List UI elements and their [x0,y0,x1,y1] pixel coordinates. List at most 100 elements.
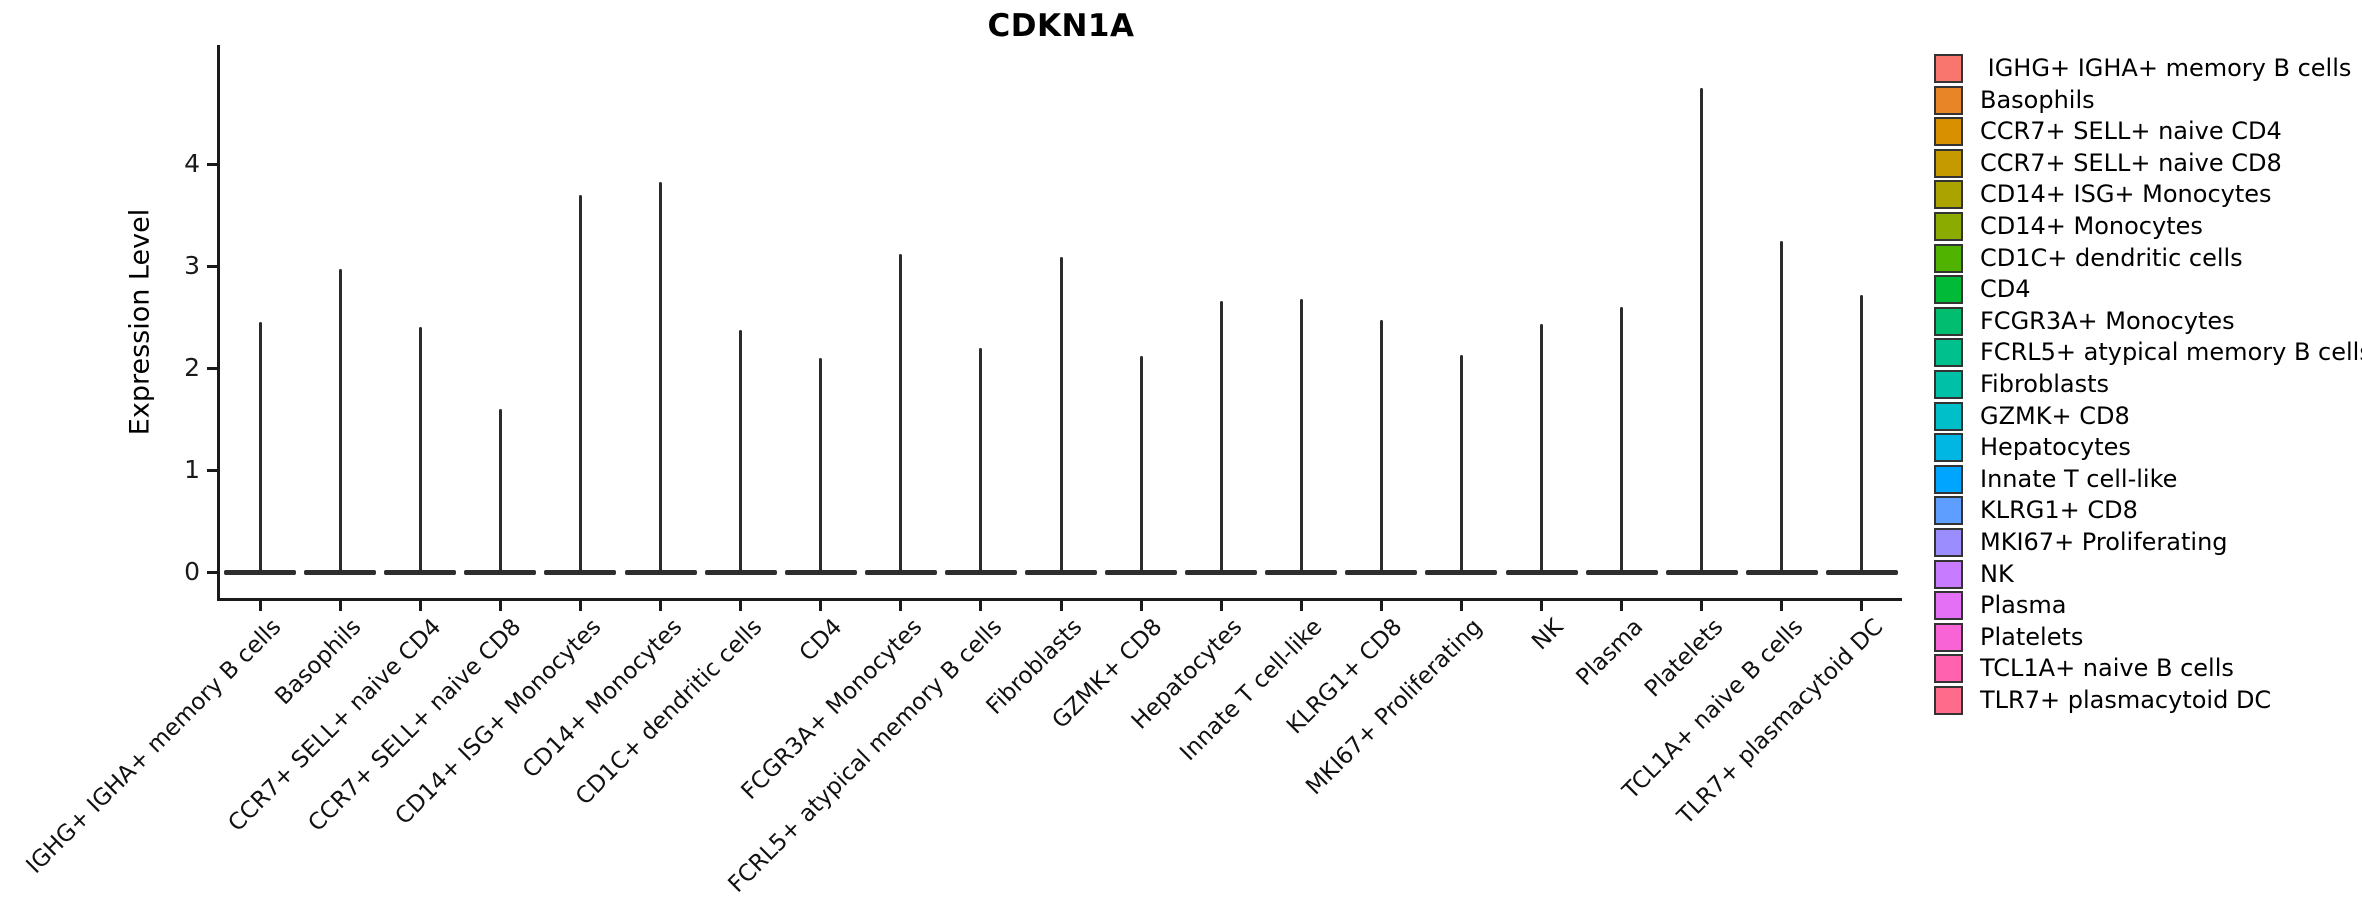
violin-spike [1620,306,1624,572]
x-tick-mark [498,601,502,611]
legend-item: FCGR3A+ Monocytes [1934,306,2362,336]
legend-label: CCR7+ SELL+ naive CD4 [1980,117,2282,146]
legend-label: KLRG1+ CD8 [1980,496,2138,525]
x-tick-mark [1059,601,1063,611]
legend-item: TLR7+ plasmacytoid DC [1934,685,2362,715]
violin-spike [1139,355,1143,572]
violin-spike [979,347,983,572]
legend-label: Plasma [1980,591,2067,620]
legend-label: Hepatocytes [1980,433,2131,462]
violin-spike [1459,354,1463,572]
legend-color-swatch [1934,211,1963,241]
violin-base [784,569,857,575]
x-tick-mark [418,601,422,611]
legend-item: CD14+ ISG+ Monocytes [1934,180,2362,210]
legend-item: Innate T cell-like [1934,464,2362,494]
violin-spike [1299,298,1303,572]
violin-base [1185,569,1258,575]
legend-label: Innate T cell-like [1980,464,2178,493]
y-tick-mark [207,468,217,472]
violin-spike [1700,87,1704,572]
x-tick-label: IGHG+ IGHA+ memory B cells [21,614,287,879]
violin-base [624,569,697,575]
x-tick-mark [659,601,663,611]
y-tick-label: 1 [184,455,200,484]
legend-item: NK [1934,559,2362,589]
x-tick-mark [1700,601,1704,611]
legend-color-swatch [1934,559,1963,589]
violin-base [384,569,457,575]
legend-color-swatch [1934,433,1963,463]
legend-item: MKI67+ Proliferating [1934,527,2362,557]
legend-item: TCL1A+ naive B cells [1934,654,2362,684]
x-tick-mark [1139,601,1143,611]
violin-base [1825,569,1898,575]
violin-base [944,569,1017,575]
x-tick-mark [1540,601,1544,611]
violin-spike [659,182,663,572]
legend-label: CD1C+ dendritic cells [1980,243,2243,272]
legend: IGHG+ IGHA+ memory B cells Basophils CCR7+… [1934,54,2362,717]
legend-item: IGHG+ IGHA+ memory B cells [1934,54,2362,83]
violin-base [304,569,377,575]
y-axis-line [217,45,220,601]
legend-label: CD14+ Monocytes [1980,211,2203,240]
violin-spike [498,408,502,572]
x-tick-mark [258,601,262,611]
y-tick-mark [207,264,217,268]
x-tick-mark [1780,601,1784,611]
x-tick-mark [1620,601,1624,611]
y-tick-mark [207,570,217,574]
violin-spike [739,330,743,572]
legend-label: CD4 [1980,275,2031,304]
legend-label: FCGR3A+ Monocytes [1980,306,2235,335]
legend-item: Hepatocytes [1934,433,2362,463]
legend-color-swatch [1934,496,1963,526]
y-tick-mark [207,366,217,370]
legend-color-swatch [1934,401,1963,431]
legend-color-swatch [1934,306,1963,336]
legend-item: CCR7+ SELL+ naive CD4 [1934,117,2362,147]
legend-label: CCR7+ SELL+ naive CD8 [1980,148,2282,177]
x-tick-mark [578,601,582,611]
violin-base [1505,569,1578,575]
legend-item: CD1C+ dendritic cells [1934,243,2362,273]
violin-base [544,569,617,575]
legend-label: IGHG+ IGHA+ memory B cells [1980,54,2352,82]
legend-item: Fibroblasts [1934,369,2362,399]
violin-base [1665,569,1738,575]
legend-label: TCL1A+ naive B cells [1980,654,2234,683]
x-tick-mark [1299,601,1303,611]
legend-color-swatch [1934,85,1963,115]
x-tick-mark [899,601,903,611]
legend-label: Platelets [1980,622,2084,651]
x-tick-mark [979,601,983,611]
y-axis-label: Expression Level [124,208,156,436]
violin-base [464,569,537,575]
legend-color-swatch [1934,685,1963,715]
legend-color-swatch [1934,148,1963,178]
legend-label: FCRL5+ atypical memory B cells [1980,338,2362,367]
legend-item: FCRL5+ atypical memory B cells [1934,338,2362,368]
legend-color-swatch [1934,338,1963,368]
y-tick-mark [207,162,217,166]
legend-label: GZMK+ CD8 [1980,401,2130,430]
legend-color-swatch [1934,527,1963,557]
violin-spike [899,253,903,572]
legend-color-swatch [1934,369,1963,399]
y-tick-label: 3 [184,251,200,280]
legend-item: Plasma [1934,591,2362,621]
violin-base [1265,569,1338,575]
legend-color-swatch [1934,180,1963,210]
x-tick-mark [1219,601,1223,611]
violin-base [1105,569,1178,575]
legend-label: CD14+ ISG+ Monocytes [1980,180,2272,209]
legend-color-swatch [1934,54,1963,83]
violin-base [1025,569,1097,575]
legend-color-swatch [1934,117,1963,147]
legend-item: GZMK+ CD8 [1934,401,2362,431]
x-tick-mark [819,601,823,611]
x-tick-mark [338,601,342,611]
violin-spike [1860,294,1864,572]
